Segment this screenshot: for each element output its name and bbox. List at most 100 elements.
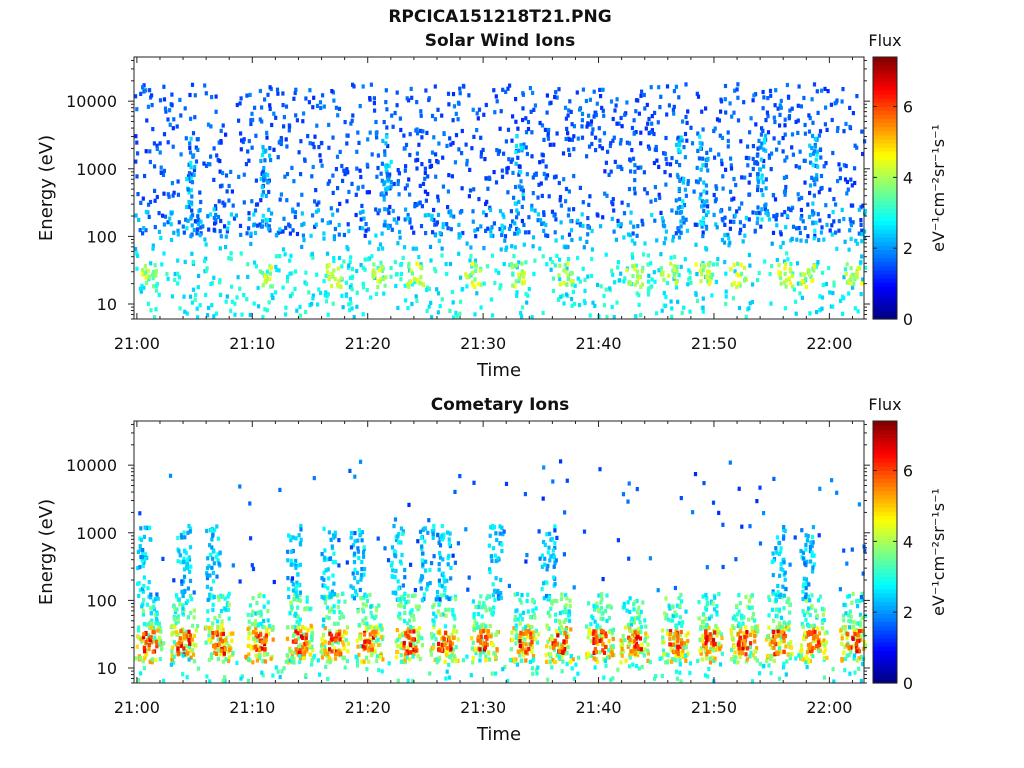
spectrogram-cell (367, 659, 371, 664)
spectrogram-cell (633, 282, 637, 287)
spectrogram-cell (566, 131, 570, 136)
spectrogram-cell (397, 603, 401, 608)
spectrogram-cell (742, 265, 747, 271)
spectrogram-cell (435, 287, 439, 292)
spectrogram-cell (581, 87, 585, 92)
spectrogram-cell (436, 212, 441, 217)
spectrogram-cell (596, 641, 600, 646)
spectrogram-cell (512, 254, 516, 259)
spectrogram-cell (702, 180, 706, 185)
spectrogram-cell (702, 264, 707, 269)
spectrogram-cell (717, 152, 721, 157)
spectrogram-cell (847, 593, 852, 599)
spectrogram-cell (439, 593, 443, 598)
spectrogram-cell (777, 626, 782, 631)
spectrogram-cell (811, 120, 815, 125)
colorbar-segment (873, 73, 897, 79)
spectrogram-cell (810, 175, 814, 180)
spectrogram-cell (348, 259, 352, 264)
spectrogram-cell (526, 609, 530, 614)
spectrogram-cell (314, 222, 318, 227)
spectrogram-cell (408, 220, 412, 225)
spectrogram-cell (601, 641, 605, 646)
spectrogram-cell (570, 271, 574, 276)
spectrogram-cell (632, 607, 636, 612)
spectrogram-cell (618, 141, 623, 146)
spectrogram-cell (402, 640, 406, 646)
spectrogram-cell (741, 621, 745, 626)
spectrogram-cell (147, 647, 151, 652)
spectrogram-cell (672, 657, 676, 662)
spectrogram-cell (748, 263, 752, 268)
spectrogram-cell (403, 217, 407, 222)
spectrogram-cell (134, 247, 138, 252)
spectrogram-cell (831, 210, 835, 215)
spectrogram-cell (404, 651, 408, 656)
spectrogram-cell (489, 207, 493, 213)
spectrogram-cell (770, 241, 774, 246)
spectrogram-cell (688, 309, 692, 314)
spectrogram-cell (779, 232, 783, 237)
spectrogram-cell (354, 212, 358, 218)
spectrogram-cell (242, 172, 246, 177)
spectrogram-cell (212, 275, 216, 280)
spectrogram-cell (470, 646, 474, 651)
spectrogram-cell (255, 647, 259, 652)
spectrogram-cell (538, 160, 542, 165)
spectrogram-cell (343, 172, 347, 177)
spectrogram-cell (767, 613, 771, 618)
spectrogram-cell (732, 110, 736, 115)
spectrogram-cell (643, 187, 647, 192)
spectrogram-cell (262, 165, 266, 171)
spectrogram-cell (151, 284, 156, 289)
spectrogram-cell (436, 107, 440, 112)
spectrogram-cell (666, 629, 670, 634)
spectrogram-cell (485, 596, 489, 601)
spectrogram-cell (687, 268, 691, 273)
spectrogram-cell (675, 613, 679, 618)
spectrogram-cell (178, 306, 182, 311)
spectrogram-cell (212, 227, 216, 232)
spectrogram-cell (769, 93, 773, 98)
spectrogram-cell (760, 141, 764, 146)
spectrogram-cell (452, 214, 456, 219)
spectrogram-cell (341, 591, 345, 596)
spectrogram-cell (612, 135, 616, 140)
spectrogram-cell (526, 120, 531, 125)
spectrogram-cell (564, 593, 568, 598)
spectrogram-cell (168, 216, 172, 221)
spectrogram-cell (669, 261, 673, 266)
spectrogram-cell (135, 140, 139, 145)
spectrogram-cell (766, 211, 770, 216)
spectrogram-cell (214, 94, 218, 99)
spectrogram-cell (148, 88, 152, 93)
spectrogram-cell (787, 620, 791, 625)
spectrogram-cell (630, 238, 634, 243)
spectrogram-cell (414, 604, 418, 609)
spectrogram-cell (632, 620, 636, 625)
spectrogram-cell (219, 648, 224, 653)
spectrogram-cell (668, 173, 672, 178)
spectrogram-cell (773, 640, 777, 645)
spectrogram-cell (738, 220, 742, 225)
spectrogram-cell (385, 107, 389, 112)
spectrogram-cell (630, 148, 634, 153)
spectrogram-cell (266, 608, 270, 614)
spectrogram-cell (732, 281, 736, 286)
spectrogram-cell (582, 245, 586, 250)
spectrogram-cell (701, 163, 705, 168)
spectrogram-cell (784, 644, 788, 649)
spectrogram-cell (820, 620, 824, 625)
spectrogram-cell (258, 117, 262, 122)
colorbar-segment (873, 85, 897, 91)
spectrogram-cell (524, 631, 528, 636)
spectrogram-cell (311, 648, 315, 653)
spectrogram-cell (674, 281, 678, 286)
spectrogram-cell (820, 270, 825, 275)
spectrogram-cell (646, 648, 650, 653)
spectrogram-cell (611, 644, 615, 649)
spectrogram-cell (511, 283, 515, 288)
spectrogram-cell (809, 642, 813, 647)
spectrogram-cell (226, 226, 230, 231)
spectrogram-cell (805, 650, 809, 655)
